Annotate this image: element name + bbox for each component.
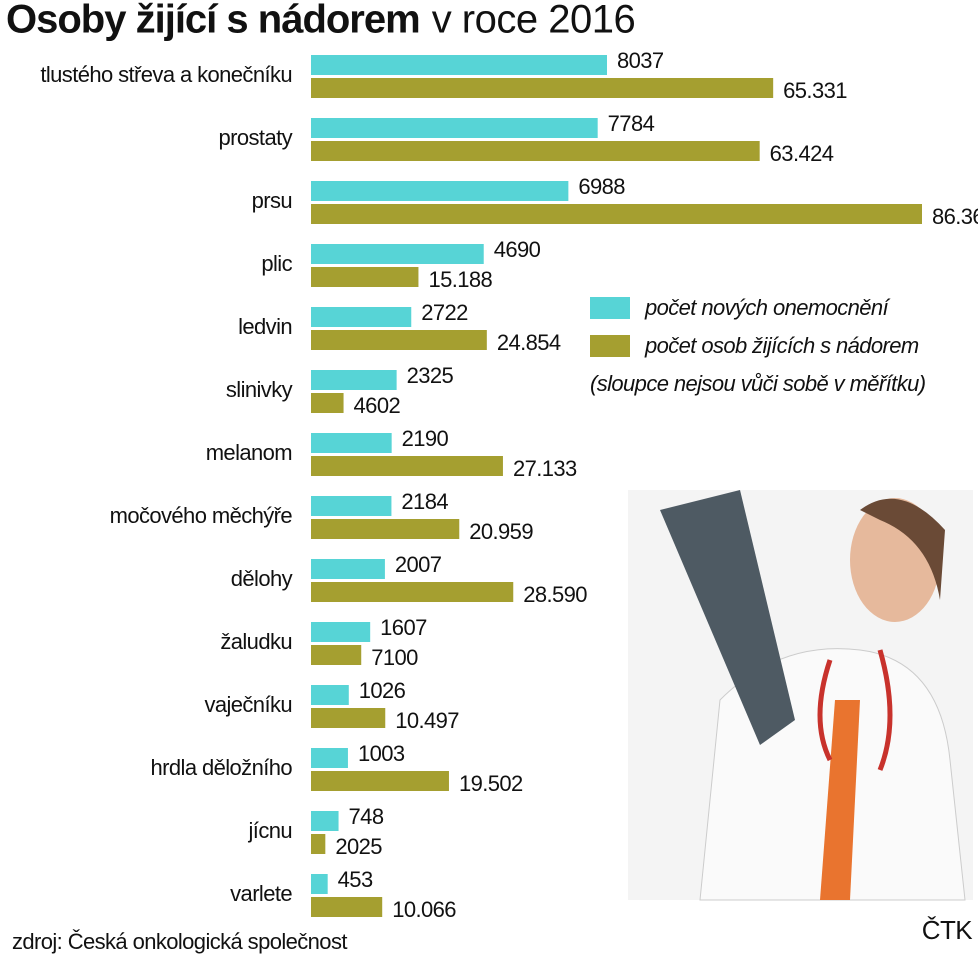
legend-swatch: [590, 335, 630, 357]
bar: [311, 708, 386, 728]
value-label: 2025: [335, 834, 382, 859]
bar: [311, 622, 371, 642]
category-label: ledvin: [238, 314, 292, 339]
bar: [311, 433, 392, 453]
category-label: plic: [261, 251, 292, 276]
bar: [311, 519, 460, 539]
bar: [311, 834, 326, 854]
chart-title-suffix: v roce 2016: [432, 0, 636, 42]
category-label: melanom: [206, 440, 292, 465]
bar: [311, 244, 484, 264]
value-label: 63.424: [770, 141, 834, 166]
category-label: prostaty: [219, 125, 293, 150]
legend-swatch: [590, 297, 630, 319]
source: zdroj: Česká onkologická společnost: [12, 929, 347, 954]
value-label: 8037: [617, 48, 664, 73]
bar: [311, 141, 760, 161]
value-label: 20.959: [469, 519, 533, 544]
bar: [311, 874, 328, 894]
value-label: 10.497: [395, 708, 459, 733]
value-label: 2325: [407, 363, 454, 388]
bar: [311, 559, 385, 579]
value-label: 6988: [578, 174, 625, 199]
value-label: 27.133: [513, 456, 577, 481]
value-label: 7784: [608, 111, 655, 136]
bar: [311, 645, 362, 665]
chart-title: Osoby žijící s nádorem: [6, 0, 420, 42]
bar: [311, 307, 412, 327]
bar: [311, 78, 774, 98]
value-label: 65.331: [783, 78, 847, 103]
value-label: 1003: [358, 741, 405, 766]
legend-label: počet osob žijících s nádorem: [644, 333, 919, 358]
value-label: 19.502: [459, 771, 523, 796]
value-label: 1607: [380, 615, 427, 640]
bar: [311, 330, 487, 350]
bar: [311, 267, 419, 287]
bar: [311, 393, 344, 413]
value-label: 2184: [401, 489, 448, 514]
category-label: prsu: [252, 188, 292, 213]
category-label: tlustého střeva a konečníku: [40, 62, 292, 87]
bar: [311, 496, 392, 516]
bar: [311, 771, 449, 791]
value-label: 2722: [421, 300, 468, 325]
value-label: 4602: [354, 393, 401, 418]
bar: [311, 118, 598, 138]
bar: [311, 811, 339, 831]
category-label: dělohy: [231, 566, 293, 591]
category-label: jícnu: [248, 818, 292, 843]
photo-illustration: [628, 490, 973, 901]
value-label: 453: [338, 867, 373, 892]
legend-label: počet nových onemocnění: [644, 295, 891, 320]
bar: [311, 582, 514, 602]
bar: [311, 897, 383, 917]
credit: ČTK: [922, 915, 973, 945]
category-label: hrdla děložního: [151, 755, 293, 780]
bar: [311, 181, 569, 201]
value-label: 2007: [395, 552, 442, 577]
bar: [311, 685, 349, 705]
bar: [311, 370, 397, 390]
value-label: 1026: [359, 678, 406, 703]
bar: [311, 204, 922, 224]
value-label: 15.188: [428, 267, 492, 292]
note: (sloupce nejsou vůči sobě v měřítku): [590, 371, 926, 396]
value-label: 10.066: [392, 897, 456, 922]
value-label: 86.369: [932, 204, 978, 229]
value-label: 7100: [371, 645, 418, 670]
bar: [311, 55, 607, 75]
value-label: 4690: [494, 237, 541, 262]
value-label: 2190: [402, 426, 449, 451]
category-label: vaječníku: [204, 692, 292, 717]
value-label: 28.590: [523, 582, 587, 607]
bar: [311, 456, 503, 476]
bar: [311, 748, 348, 768]
category-label: varlete: [230, 881, 292, 906]
value-label: 748: [349, 804, 384, 829]
category-label: slinivky: [226, 377, 293, 402]
category-label: žaludku: [220, 629, 292, 654]
value-label: 24.854: [497, 330, 561, 355]
category-label: močového měchýře: [110, 503, 293, 528]
